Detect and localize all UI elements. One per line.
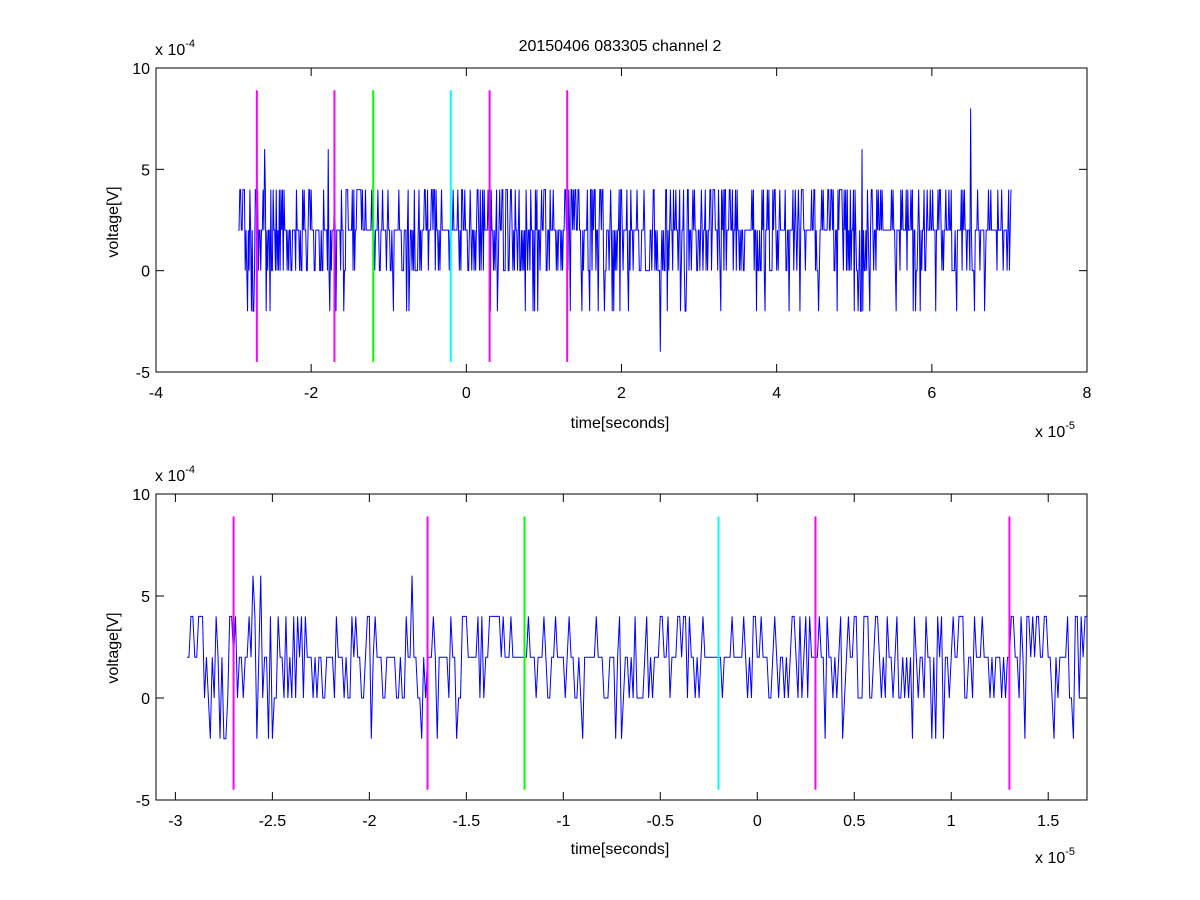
top-x-axis-label: time[seconds]: [571, 415, 670, 432]
top-event-lines: [255, 90, 569, 362]
x-tick-label: 2: [617, 385, 626, 402]
top-signal-layer: [238, 108, 1012, 352]
bottom-event-lines: [232, 516, 1011, 790]
x-tick-label: 0: [753, 813, 762, 830]
bottom-x-axis-label: time[seconds]: [571, 841, 670, 858]
top-x-exponent: x 10-5: [1035, 420, 1075, 441]
y-tick-label: 5: [141, 162, 150, 179]
top-subplot: -4 -2 0 2 4 6 8 -5 0 5 10 time[seconds] voltage[V]…: [105, 38, 1092, 441]
x-tick-label: 8: [1083, 385, 1092, 402]
x-tick-label: -1.5: [453, 813, 481, 830]
x-tick-label: 0: [462, 385, 471, 402]
y-tick-label: 10: [132, 487, 150, 504]
x-tick-label: -2: [304, 385, 318, 402]
x-tick-label: -1: [556, 813, 570, 830]
x-tick-label: -2: [362, 813, 376, 830]
top-y-exponent: x 10-4: [155, 38, 195, 59]
bottom-axes-frame: [155, 493, 1088, 801]
y-tick-label: -5: [136, 365, 150, 382]
bottom-y-axis-label: voltage[V]: [105, 612, 122, 683]
x-tick-label: 1: [947, 813, 956, 830]
y-tick-label: -5: [136, 793, 150, 810]
bottom-x-exponent: x 10-5: [1035, 846, 1075, 867]
x-tick-label: -0.5: [647, 813, 675, 830]
figure-title: 20150406 083305 channel 2: [519, 38, 722, 55]
bottom-y-exponent: x 10-4: [155, 464, 195, 485]
y-tick-label: 5: [141, 589, 150, 606]
bottom-ticks: -3 -2.5 -2 -1.5 -1 -0.5 0 0.5 1 1.5 -5 0 5 10: [132, 487, 1087, 830]
bottom-subplot: -3 -2.5 -2 -1.5 -1 -0.5 0 0.5 1 1.5 -5 0 5 10 time[se…: [105, 464, 1088, 867]
y-tick-label: 10: [132, 61, 150, 78]
bottom-signal-layer: [187, 575, 1087, 740]
x-tick-label: -4: [149, 385, 163, 402]
top-y-axis-label: voltage[V]: [105, 186, 122, 257]
bottom-signal-series-line: [187, 575, 1087, 740]
top-signal-series-line: [238, 108, 1012, 352]
x-tick-label: 0.5: [843, 813, 865, 830]
x-tick-label: 4: [772, 385, 781, 402]
x-tick-label: -2.5: [259, 813, 287, 830]
y-tick-label: 0: [141, 264, 150, 281]
top-ticks: -4 -2 0 2 4 6 8 -5 0 5 10: [132, 61, 1091, 402]
x-tick-label: 6: [927, 385, 936, 402]
x-tick-label: -3: [168, 813, 182, 830]
y-tick-label: 0: [141, 691, 150, 708]
x-tick-label: 1.5: [1037, 813, 1059, 830]
